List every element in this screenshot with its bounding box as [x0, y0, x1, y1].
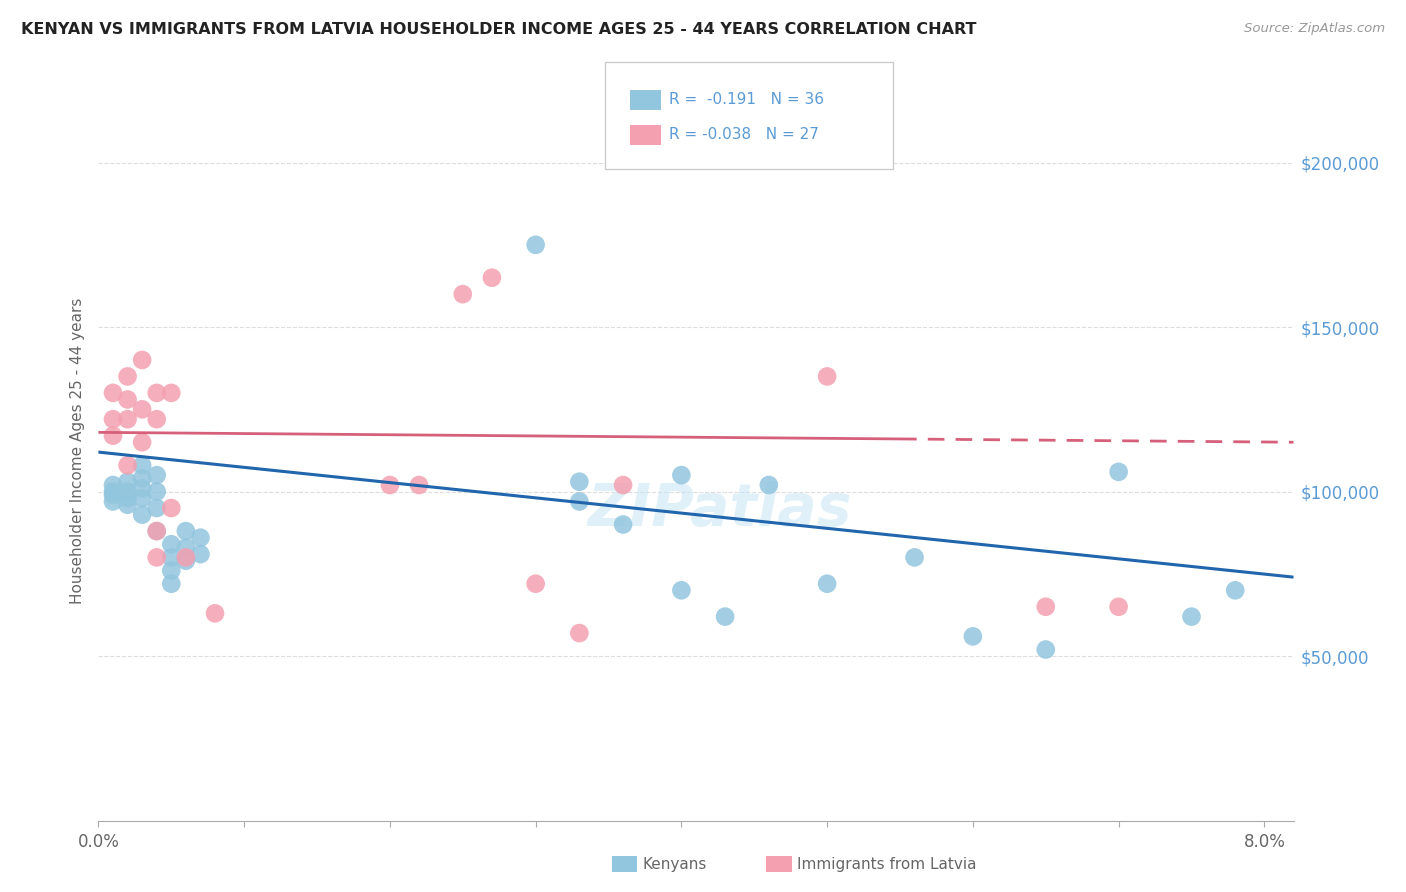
Point — [160, 537, 183, 551]
Point — [145, 385, 167, 400]
Point — [568, 626, 591, 640]
Point — [117, 392, 139, 407]
Point — [815, 576, 838, 591]
Point — [190, 531, 212, 545]
Point — [101, 412, 124, 426]
Point — [131, 508, 153, 522]
Point — [101, 488, 124, 502]
Point — [117, 491, 139, 505]
Point — [101, 484, 124, 499]
Point — [101, 385, 124, 400]
Point — [190, 547, 212, 561]
Point — [1225, 583, 1247, 598]
Point — [568, 475, 591, 489]
Point — [568, 494, 591, 508]
Text: Kenyans: Kenyans — [643, 857, 707, 871]
Point — [145, 550, 167, 565]
Point — [174, 524, 197, 538]
Point — [160, 385, 183, 400]
Point — [145, 524, 167, 538]
Point — [117, 369, 139, 384]
Point — [131, 402, 153, 417]
Point — [131, 491, 153, 505]
Point — [145, 468, 167, 483]
Text: ZIPatlas: ZIPatlas — [588, 481, 852, 538]
Point — [378, 478, 401, 492]
Point — [131, 353, 153, 368]
Point — [101, 478, 124, 492]
Point — [131, 471, 153, 485]
Point — [131, 458, 153, 473]
Point — [612, 478, 634, 492]
Point — [671, 468, 693, 483]
Point — [131, 481, 153, 495]
Point — [145, 524, 167, 538]
Point — [524, 576, 547, 591]
Point — [1035, 599, 1057, 614]
Point — [903, 550, 925, 565]
Point — [145, 501, 167, 516]
Point — [1108, 599, 1130, 614]
Text: KENYAN VS IMMIGRANTS FROM LATVIA HOUSEHOLDER INCOME AGES 25 - 44 YEARS CORRELATI: KENYAN VS IMMIGRANTS FROM LATVIA HOUSEHO… — [21, 22, 977, 37]
Point — [174, 554, 197, 568]
Text: Immigrants from Latvia: Immigrants from Latvia — [797, 857, 977, 871]
Point — [962, 629, 984, 643]
Point — [160, 576, 183, 591]
Point — [1108, 465, 1130, 479]
Text: R = -0.038   N = 27: R = -0.038 N = 27 — [669, 128, 820, 142]
Point — [131, 435, 153, 450]
Point — [117, 412, 139, 426]
Point — [1035, 642, 1057, 657]
Point — [117, 484, 139, 499]
Point — [117, 458, 139, 473]
Point — [160, 501, 183, 516]
Point — [612, 517, 634, 532]
Point — [451, 287, 474, 301]
Point — [758, 478, 780, 492]
Point — [174, 550, 197, 565]
Point — [145, 412, 167, 426]
Point — [174, 541, 197, 555]
Text: Source: ZipAtlas.com: Source: ZipAtlas.com — [1244, 22, 1385, 36]
Point — [481, 270, 503, 285]
Point — [117, 475, 139, 489]
Point — [1180, 609, 1202, 624]
Point — [145, 484, 167, 499]
Text: R =  -0.191   N = 36: R = -0.191 N = 36 — [669, 93, 824, 107]
Point — [524, 237, 547, 252]
Point — [160, 564, 183, 578]
Point — [815, 369, 838, 384]
Point — [160, 550, 183, 565]
Point — [101, 494, 124, 508]
Point — [408, 478, 430, 492]
Point — [671, 583, 693, 598]
Point — [204, 607, 226, 621]
Point — [101, 428, 124, 442]
Point — [714, 609, 737, 624]
Y-axis label: Householder Income Ages 25 - 44 years: Householder Income Ages 25 - 44 years — [70, 297, 86, 604]
Point — [117, 498, 139, 512]
